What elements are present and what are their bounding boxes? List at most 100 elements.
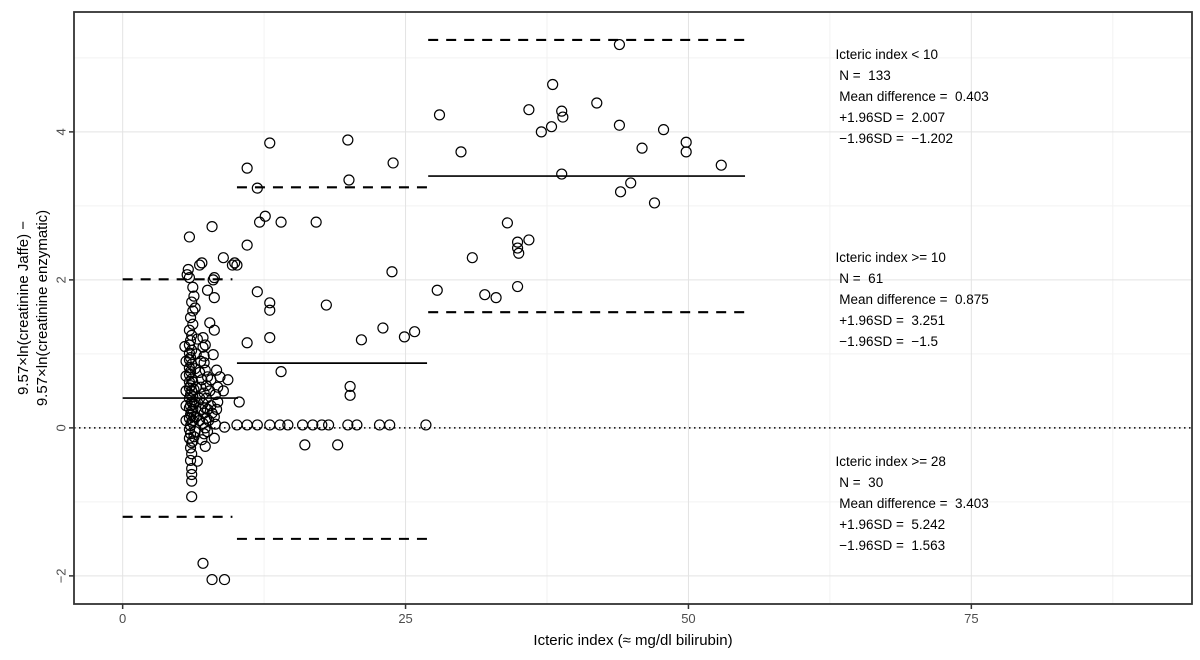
y-tick-label: 2: [53, 276, 68, 283]
data-point: [182, 263, 194, 276]
data-point: [455, 146, 467, 158]
y-tick-label: −2: [53, 568, 68, 583]
data-point: [648, 197, 661, 209]
annotation-line: Mean difference = 3.403: [835, 496, 989, 512]
data-point: [194, 259, 206, 271]
data-point: [513, 247, 525, 259]
data-point: [187, 305, 199, 317]
data-point: [218, 573, 231, 586]
data-point: [241, 162, 253, 174]
data-point: [226, 259, 239, 271]
annotation-block: Icteric index >= 10 N = 61 Mean differen…: [836, 247, 989, 352]
data-point: [591, 97, 603, 109]
data-point: [205, 400, 217, 412]
annotation-line: N = 133: [835, 67, 891, 83]
x-tick-label: 75: [964, 611, 978, 626]
data-point: [680, 146, 692, 158]
data-point: [431, 284, 443, 296]
data-point: [310, 216, 322, 228]
data-point: [490, 292, 502, 304]
data-point: [194, 392, 206, 404]
annotation-line: +1.96SD = 2.007: [835, 109, 946, 125]
data-point: [613, 119, 626, 131]
data-point: [206, 573, 218, 586]
data-point: [201, 425, 214, 438]
data-point: [657, 124, 670, 136]
data-point: [196, 257, 208, 269]
data-point: [511, 242, 524, 254]
data-point: [203, 414, 215, 427]
data-point: [206, 221, 218, 233]
annotation-line: −1.96SD = −1.5: [835, 334, 938, 350]
data-point: [222, 374, 234, 386]
data-point: [191, 455, 203, 467]
data-point: [186, 296, 198, 308]
data-point: [316, 419, 328, 431]
data-point: [180, 385, 192, 397]
data-point: [187, 414, 199, 427]
data-point: [186, 491, 198, 503]
y-axis-label-line2: 9.57×ln(creatinine enzymatic): [34, 209, 51, 407]
data-point: [195, 381, 207, 393]
annotation-title: Icteric index >= 28: [835, 454, 946, 470]
data-point: [264, 304, 276, 316]
data-point: [264, 332, 276, 344]
data-point: [545, 121, 558, 133]
y-axis-label-line1: 9.57×ln(creatinine Jaffe) −: [15, 220, 32, 396]
y-axis-label: 9.57×ln(creatinine Jaffe) − 9.57×ln(crea…: [14, 210, 52, 406]
data-point: [264, 137, 276, 149]
panel-border: [73, 11, 1193, 605]
data-point: [187, 435, 199, 447]
data-point: [218, 421, 231, 433]
data-point: [207, 349, 219, 361]
data-point: [307, 419, 319, 431]
data-point: [186, 475, 198, 487]
data-point: [342, 134, 354, 146]
data-point: [208, 324, 220, 336]
data-point: [613, 38, 626, 51]
data-point: [535, 126, 547, 138]
data-point: [184, 454, 197, 467]
annotation-line: Mean difference = 0.403: [835, 88, 989, 104]
data-point: [183, 231, 196, 243]
data-point: [466, 252, 478, 264]
data-point: [188, 290, 200, 302]
data-point: [625, 177, 637, 189]
data-point: [196, 434, 208, 446]
data-point: [523, 104, 535, 116]
data-point: [229, 257, 241, 269]
data-point: [217, 385, 229, 397]
data-point: [188, 383, 200, 395]
data-point: [251, 286, 263, 298]
x-tick-label: 25: [398, 611, 412, 626]
data-point: [344, 389, 356, 401]
data-point: [556, 168, 568, 180]
data-point: [386, 266, 398, 278]
data-point: [332, 439, 344, 451]
data-point: [212, 396, 224, 408]
data-point: [342, 419, 354, 431]
data-point: [479, 289, 491, 301]
data-point: [259, 210, 271, 222]
data-point: [511, 280, 524, 293]
data-point: [511, 236, 524, 248]
annotation-line: −1.96SD = 1.563: [835, 538, 946, 554]
data-point: [208, 292, 220, 304]
data-point: [251, 419, 263, 431]
data-point: [205, 374, 217, 386]
data-point: [384, 419, 396, 431]
data-point: [231, 259, 243, 271]
annotation-line: −1.96SD = −1.202: [835, 130, 954, 146]
data-point: [183, 339, 196, 351]
data-point: [197, 341, 209, 353]
data-point: [186, 437, 198, 449]
data-point: [210, 364, 223, 376]
data-point: [191, 333, 203, 345]
data-point: [557, 111, 569, 123]
data-point: [184, 442, 197, 454]
data-point: [344, 380, 356, 393]
data-point: [343, 174, 355, 186]
data-point: [199, 339, 211, 351]
data-point: [556, 105, 568, 117]
